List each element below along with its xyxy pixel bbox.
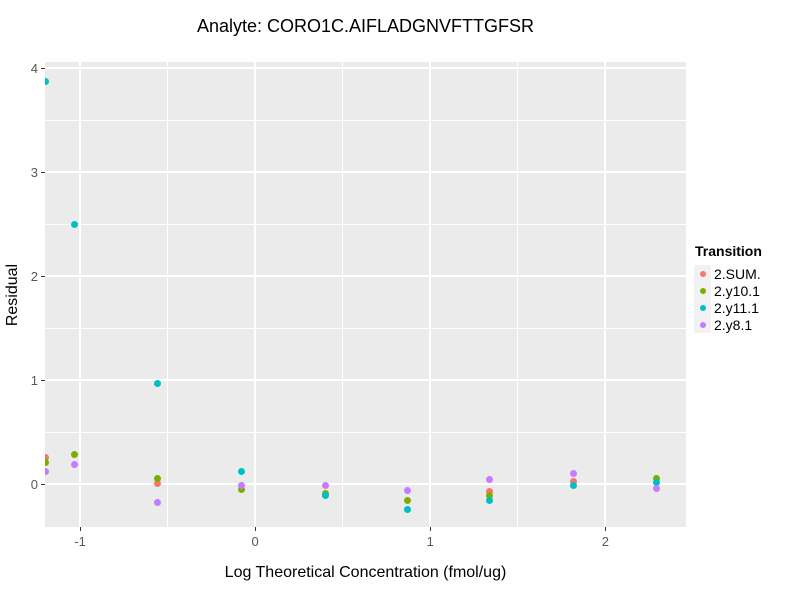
x-tick-label: 1 bbox=[426, 534, 434, 549]
data-point bbox=[153, 498, 161, 506]
data-point bbox=[570, 477, 578, 485]
gridline-minor-y bbox=[45, 119, 686, 121]
legend-key bbox=[694, 299, 711, 316]
legend-dot-icon bbox=[699, 304, 706, 311]
data-point bbox=[45, 459, 49, 466]
legend-dot-icon bbox=[699, 287, 706, 294]
data-point bbox=[486, 475, 494, 483]
data-point bbox=[570, 470, 578, 478]
y-tick-mark bbox=[41, 171, 45, 173]
data-point bbox=[321, 481, 329, 489]
data-point bbox=[45, 468, 49, 476]
legend-item: 2.SUM. bbox=[694, 265, 798, 282]
data-point bbox=[486, 492, 494, 500]
legend-item-label: 2.y10.1 bbox=[714, 282, 760, 299]
data-point bbox=[652, 485, 660, 492]
legend-title: Transition bbox=[695, 243, 762, 259]
legend-item: 2.y11.1 bbox=[694, 299, 798, 316]
y-tick-label: 3 bbox=[30, 165, 38, 181]
legend-item-label: 2.SUM. bbox=[714, 265, 761, 282]
data-point bbox=[652, 478, 660, 486]
y-tick-mark bbox=[41, 379, 45, 381]
legend-item: 2.y10.1 bbox=[694, 282, 798, 299]
gridline-major-x bbox=[604, 62, 607, 527]
legend-item-label: 2.y11.1 bbox=[714, 299, 759, 316]
x-tick-mark bbox=[604, 527, 606, 531]
gridline-major-x bbox=[79, 62, 82, 527]
x-tick-mark bbox=[79, 527, 81, 531]
plot-title: Analyte: CORO1C.AIFLADGNVFTTGFSR bbox=[196, 16, 535, 36]
y-tick-label: 0 bbox=[30, 477, 38, 493]
plot-panel bbox=[45, 62, 686, 527]
data-point bbox=[71, 220, 79, 228]
legend-key bbox=[694, 265, 711, 282]
data-point bbox=[153, 479, 161, 487]
legend-dot-icon bbox=[699, 321, 706, 328]
gridline-minor-y bbox=[45, 431, 686, 433]
data-point bbox=[570, 481, 578, 489]
x-tick-mark bbox=[254, 527, 256, 531]
y-tick-label: 1 bbox=[30, 373, 38, 389]
legend-key bbox=[694, 282, 711, 299]
data-point bbox=[45, 78, 49, 86]
gridline-minor-y bbox=[45, 223, 686, 225]
data-point bbox=[237, 468, 245, 476]
x-tick-label: 0 bbox=[251, 534, 259, 549]
legend-item: 2.y8.1 bbox=[694, 316, 798, 333]
data-point bbox=[45, 453, 49, 461]
data-point bbox=[71, 450, 79, 458]
data-point bbox=[71, 461, 79, 469]
data-point bbox=[237, 481, 245, 489]
gridline-minor-y bbox=[45, 327, 686, 329]
gridline-minor-x bbox=[342, 62, 344, 527]
data-point bbox=[652, 474, 660, 482]
gridline-minor-x bbox=[167, 62, 169, 527]
gridline-major-y bbox=[45, 483, 686, 486]
data-point bbox=[153, 474, 161, 482]
gridline-major-x bbox=[254, 62, 257, 527]
x-tick-label: 2 bbox=[601, 534, 610, 549]
legend: Transition 2.SUM. 2.y10.1 2.y11.1 2.y8.1 bbox=[694, 243, 798, 333]
x-tick-mark bbox=[429, 527, 431, 531]
gridline-major-x bbox=[429, 62, 432, 527]
data-point bbox=[237, 486, 245, 494]
legend-item-label: 2.y8.1 bbox=[714, 316, 753, 333]
data-point bbox=[404, 497, 412, 505]
data-point bbox=[404, 487, 412, 495]
data-point bbox=[486, 488, 494, 496]
y-tick-label: 4 bbox=[30, 61, 38, 77]
y-tick-mark bbox=[41, 275, 45, 277]
x-axis-label: Log Theoretical Concentration (fmol/ug) bbox=[224, 564, 507, 581]
legend-dot-icon bbox=[699, 270, 706, 277]
gridline-major-y bbox=[45, 171, 686, 174]
y-axis-label: Residual bbox=[4, 263, 21, 327]
x-tick-label: -1 bbox=[74, 534, 86, 549]
gridline-minor-x bbox=[517, 62, 519, 527]
y-tick-mark bbox=[41, 483, 45, 485]
data-point bbox=[486, 497, 494, 505]
y-tick-mark bbox=[41, 67, 45, 69]
data-point bbox=[321, 492, 329, 500]
data-point bbox=[404, 505, 412, 513]
data-point bbox=[153, 379, 161, 387]
y-tick-label: 2 bbox=[30, 269, 38, 285]
gridline-major-y bbox=[45, 379, 686, 382]
legend-key bbox=[694, 316, 711, 333]
legend-items: 2.SUM. 2.y10.1 2.y11.1 2.y8.1 bbox=[694, 265, 798, 333]
gridline-major-y bbox=[45, 275, 686, 278]
gridline-major-y bbox=[45, 67, 686, 70]
